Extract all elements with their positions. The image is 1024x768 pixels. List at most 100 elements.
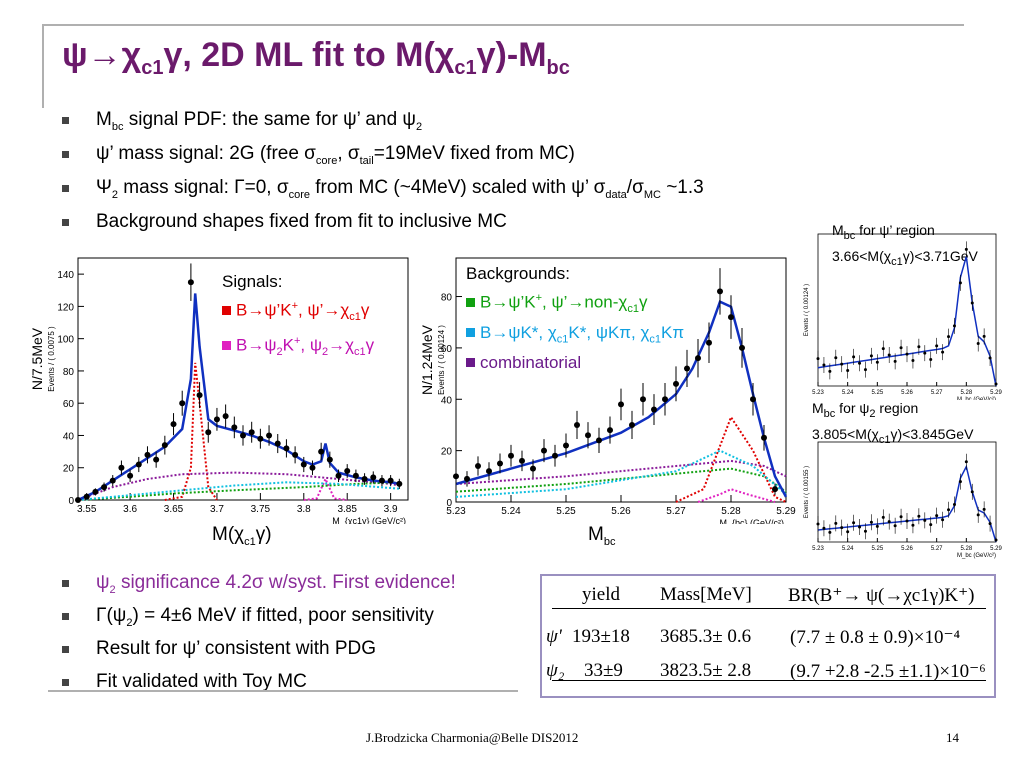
data-point [300, 461, 307, 468]
legend-entry: combinatorial [466, 351, 684, 375]
data-point [274, 440, 281, 447]
data-point [101, 484, 108, 491]
data-point [519, 457, 525, 464]
bullet-list-bottom: ψ2 significance 4.2σ w/syst. First evide… [62, 568, 542, 700]
x-tick-label: 5.26 [611, 506, 631, 517]
data-point [574, 421, 580, 428]
x-tick-label: 5.23 [446, 506, 466, 517]
data-point [205, 429, 212, 436]
y-tick-label: 40 [441, 395, 453, 406]
x-tick-label: 5.24 [501, 506, 521, 517]
data-point [222, 413, 229, 420]
feed-down-curve [455, 449, 787, 498]
bullet-item: Result for ψ’ consistent with PDG [62, 634, 542, 667]
x-axis-small-label: M_bc (GeV/c²) [957, 553, 996, 559]
inset-data-point [994, 382, 998, 386]
x-tick-label: 5.23 [812, 546, 824, 552]
psi-prime-signal-curve [164, 362, 218, 501]
legend-title: Signals: [222, 272, 283, 291]
slide-title: ψ→χc1γ, 2D ML fit to M(χc1γ)-Mbc [62, 36, 570, 79]
x-tick-label: 5.29 [990, 390, 1002, 396]
data-point [335, 472, 342, 479]
bullet-item: ψ’ mass signal: 2G (free σcore, σtail=19… [62, 139, 822, 173]
plot1-xlabel: M(χc1γ) [212, 524, 272, 548]
y-tick-label: 20 [63, 464, 75, 475]
data-point [135, 461, 142, 468]
table-header-br: BR(B⁺→ ψ(→χc1γ)K⁺) [788, 585, 975, 606]
data-point [695, 355, 701, 362]
x-tick-label: 5.24 [842, 390, 854, 396]
combinatorial-curve [77, 471, 400, 501]
y-axis-small-label: Events / ( 0.0075 ) [47, 326, 56, 392]
x-tick-label: 3.65 [164, 504, 184, 515]
legend-swatch [466, 297, 475, 307]
legend-entry: B→ψ2K+, ψ2→χc1γ [222, 329, 374, 364]
y-axis-label: N/1.24MeV [419, 324, 435, 395]
inset-fit-line [817, 256, 997, 387]
bullet-list-top: Mbc signal PDF: the same for ψ’ and ψ2 ψ… [62, 105, 822, 241]
data-point [109, 477, 116, 484]
bullet-item: Mbc signal PDF: the same for ψ’ and ψ2 [62, 105, 822, 139]
plot-mbc: 0 20 40 60 80 5.23 5.24 5.25 5.26 5.27 5.28 5.29M_{… [419, 257, 796, 524]
x-tick-label: 5.27 [666, 506, 686, 517]
data-point [684, 365, 690, 372]
x-tick-label: 5.28 [721, 506, 741, 517]
data-point [563, 442, 569, 449]
data-point [761, 434, 767, 441]
data-point [541, 447, 547, 454]
legend-entry: B→ψK*, χc1K*, ψKπ, χc1Kπ [466, 321, 684, 351]
data-point [552, 452, 558, 459]
inset2-range: 3.805<M(χc1γ)<3.845GeV [812, 426, 974, 446]
row-name: ψ' [546, 626, 562, 647]
x-tick-label: 3.55 [77, 504, 97, 515]
plot-mass-chic1-gamma: 0 20 40 60 80 100 120 140 3.55 3.6 3.65 3.7 3.75 3.8 3… [29, 257, 409, 524]
data-point [640, 396, 646, 403]
data-point [618, 401, 624, 408]
x-tick-label: 5.23 [812, 390, 824, 396]
data-point [772, 486, 778, 493]
feed-down-curve [77, 481, 400, 501]
legend-swatch [222, 305, 231, 315]
x-tick-label: 3.85 [337, 504, 357, 515]
data-point [196, 392, 203, 399]
data-point [596, 437, 602, 444]
data-point [326, 456, 333, 463]
data-point [475, 463, 481, 470]
row-yield: 193±18 [572, 626, 630, 647]
data-point [161, 442, 168, 449]
data-point [651, 406, 657, 413]
data-point [486, 468, 492, 475]
plot-frame [77, 257, 409, 501]
y-axis-small-label: Events / ( 0.00124 ) [437, 325, 446, 395]
y-tick-label: 80 [63, 367, 75, 378]
inset2-caption: Mbc for ψ2 region [812, 400, 919, 420]
x-tick-label: 5.26 [901, 546, 913, 552]
y-tick-label: 140 [57, 270, 74, 281]
x-tick-label: 3.75 [251, 504, 271, 515]
data-point [92, 488, 99, 495]
data-point [497, 460, 503, 467]
legend-swatch [466, 328, 475, 338]
table-header-yield: yield [582, 584, 620, 605]
data-point [309, 464, 316, 471]
psi2-signal-curve [303, 476, 348, 501]
data-point [739, 344, 745, 351]
row-br: (7.7 ± 0.8 ± 0.9)×10⁻⁴ [790, 627, 961, 648]
footer-text: J.Brodzicka Charmonia@Belle DIS2012 [366, 730, 579, 745]
y-tick-label: 20 [441, 447, 453, 458]
data-point [266, 432, 273, 439]
combinatorial-curve [455, 459, 787, 485]
y-axis-small-label: Events / ( 0.00124 ) [804, 284, 810, 336]
data-point [83, 493, 90, 500]
non-chic1-curve [455, 467, 787, 493]
x-tick-label: 5.28 [960, 546, 972, 552]
data-point [240, 432, 246, 439]
data-point [344, 467, 351, 474]
frame-bottom-line [48, 690, 518, 692]
data-point [530, 465, 536, 472]
row-mass: 3685.3± 0.6 [660, 626, 752, 647]
data-point [378, 477, 385, 484]
data-point [153, 456, 160, 463]
bullet-item: ψ2 significance 4.2σ w/syst. First evide… [62, 568, 542, 601]
data-point [352, 472, 359, 479]
